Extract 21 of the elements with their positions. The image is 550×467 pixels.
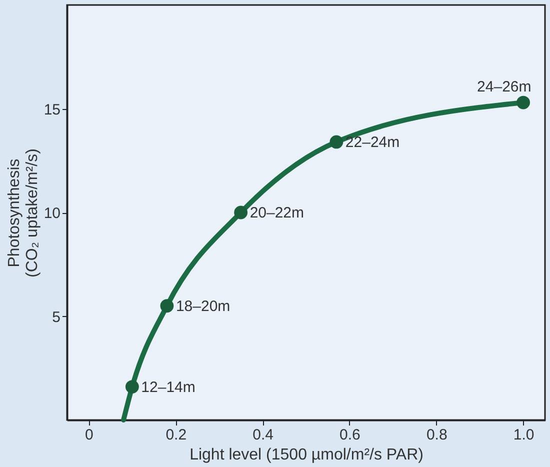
y-tick-label: 5 [52, 308, 60, 326]
y-tick-label: 15 [44, 101, 60, 118]
point [330, 135, 344, 149]
x-tick-label: 1.0 [513, 426, 534, 444]
x-tick-label: 0.8 [426, 426, 448, 444]
y-tick-label: 10 [44, 205, 60, 222]
point [516, 96, 530, 110]
annotation: 20–22m [250, 204, 304, 222]
x-axis-title: Light level (1500 µmol/m²/s PAR) [190, 446, 424, 464]
x-tick-label: 0.2 [166, 426, 187, 444]
point [125, 380, 139, 394]
x-tick-label: 0 [85, 426, 94, 444]
x-tick-label: 0.6 [340, 426, 360, 444]
annotation: 18–20m [176, 298, 230, 315]
annotation: 24–26m [477, 78, 532, 96]
point [160, 299, 174, 313]
annotation: 22–24m [345, 134, 400, 151]
point [234, 206, 248, 220]
x-tick-label: 0.4 [252, 426, 274, 444]
annotation: 12–14m [141, 378, 196, 396]
y-axis-title: Photosynthesis (CO₂ uptake/m²/s) [6, 148, 41, 278]
